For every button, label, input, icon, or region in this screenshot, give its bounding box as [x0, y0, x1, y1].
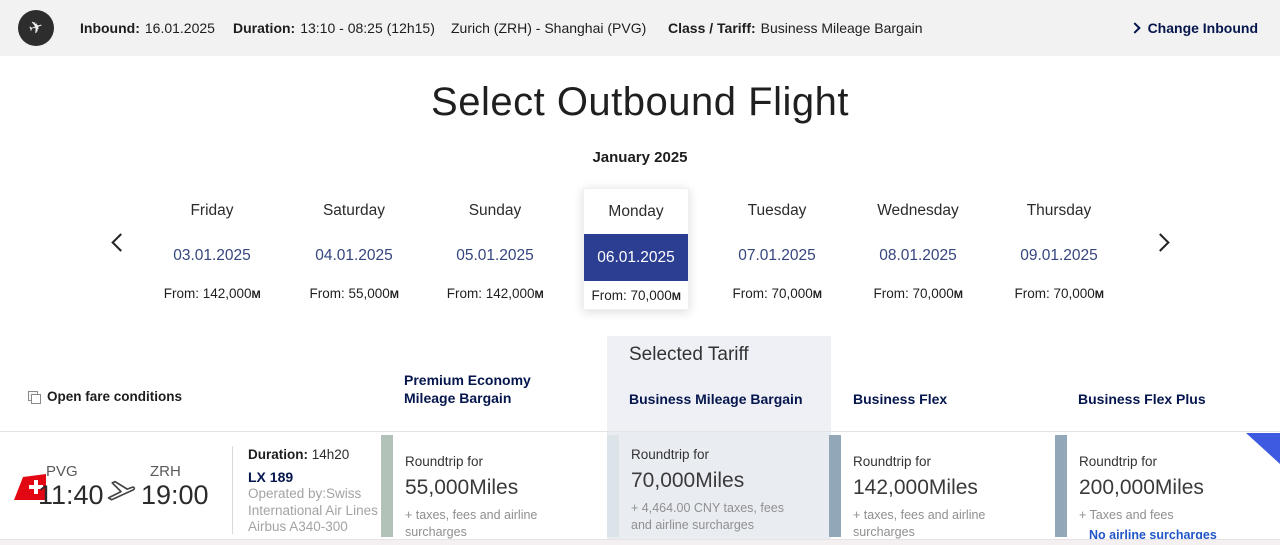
- aircraft-type: Airbus A340-300: [248, 519, 348, 534]
- offer-premium-economy-mileage-bargain[interactable]: Roundtrip for 55,000Miles + taxes, fees …: [381, 432, 605, 539]
- inbound-summary-bar: ✈ Inbound: 16.01.2025 Duration: 13:10 - …: [0, 0, 1280, 56]
- miles-symbol: M: [389, 289, 399, 301]
- selected-tariff-panel: [607, 336, 831, 432]
- no-airline-surcharges-link[interactable]: No airline surcharges: [1089, 528, 1217, 542]
- fare-accent-strip: [1055, 435, 1067, 537]
- carousel-next-button[interactable]: [1148, 230, 1173, 260]
- selected-tariff-label: Selected Tariff: [629, 344, 749, 365]
- offer-miles-price: 142,000Miles: [853, 476, 978, 499]
- operated-by-line2: International Air Lines: [248, 502, 378, 518]
- inbound-date: Inbound: 16.01.2025: [80, 0, 215, 56]
- column-header-premium-economy-mileage-bargain: Premium Economy Mileage Bargain: [404, 372, 531, 406]
- offer-corner-ribbon: [1246, 433, 1280, 464]
- day-card-saturday[interactable]: Saturday 04.01.2025 From: 55,000M: [309, 202, 399, 301]
- chevron-right-icon: [1151, 233, 1170, 252]
- class-tariff-value: Business Mileage Bargain: [760, 20, 923, 36]
- miles-symbol: M: [812, 289, 822, 301]
- offer-miles-price: 200,000Miles: [1079, 476, 1204, 499]
- miles-symbol: M: [251, 289, 261, 301]
- offer-miles-price: 70,000Miles: [631, 469, 745, 492]
- inbound-class-tariff: Class / Tariff: Business Mileage Bargain: [668, 0, 923, 56]
- chevron-right-icon: [1128, 22, 1141, 34]
- inbound-value: 16.01.2025: [144, 20, 215, 36]
- day-card-sunday[interactable]: Sunday 05.01.2025 From: 142,000M: [446, 202, 544, 301]
- day-card-friday[interactable]: Friday 03.01.2025 From: 142,000M: [163, 202, 261, 301]
- miles-symbol: M: [1094, 289, 1104, 301]
- change-inbound-button[interactable]: Change Inbound: [1128, 0, 1258, 56]
- month-label: January 2025: [592, 149, 688, 166]
- flight-duration: Duration: 14h20: [248, 447, 350, 462]
- miles-symbol: M: [534, 289, 544, 301]
- flight-details: Duration: 14h20 LX 189 Operated by:Swiss…: [248, 447, 398, 536]
- departure-time: 11:40: [38, 480, 104, 510]
- open-fare-conditions-link[interactable]: Open fare conditions: [28, 389, 182, 404]
- page-title: Select Outbound Flight: [431, 80, 849, 124]
- airline-logo-badge: ✈: [18, 10, 54, 46]
- miles-symbol: M: [671, 291, 681, 303]
- day-card-thursday[interactable]: Thursday 09.01.2025 From: 70,000M: [1014, 202, 1104, 301]
- arrival-time: 19:00: [141, 480, 209, 510]
- offer-miles-price: 55,000Miles: [405, 476, 519, 499]
- carousel-prev-button[interactable]: [108, 230, 133, 260]
- day-card-tuesday[interactable]: Tuesday 07.01.2025 From: 70,000M: [732, 202, 822, 301]
- class-tariff-label: Class / Tariff:: [668, 20, 756, 36]
- day-card-wednesday[interactable]: Wednesday 08.01.2025 From: 70,000M: [873, 202, 963, 301]
- duration-label: Duration:: [233, 20, 296, 36]
- operated-by-line1: Operated by:Swiss: [248, 486, 362, 501]
- swiss-airline-tail-logo: [14, 474, 46, 500]
- fare-accent-strip: [381, 435, 393, 537]
- open-window-icon: [28, 390, 41, 404]
- column-header-business-mileage-bargain: Business Mileage Bargain: [629, 391, 803, 407]
- offer-business-flex[interactable]: Roundtrip for 142,000Miles + taxes, fees…: [829, 432, 1053, 539]
- column-header-business-flex-plus: Business Flex Plus: [1078, 391, 1206, 407]
- inbound-label: Inbound:: [80, 20, 140, 36]
- chevron-left-icon: [111, 233, 130, 252]
- row-bottom-edge: [0, 539, 1280, 545]
- duration-value: 13:10 - 08:25 (12h15): [300, 20, 435, 36]
- miles-symbol: M: [953, 289, 963, 301]
- flight-number: LX 189: [248, 468, 294, 485]
- day-card-monday-selected[interactable]: Monday 06.01.2025 From: 70,000M: [583, 188, 689, 310]
- selected-date-band: 06.01.2025: [584, 234, 688, 281]
- offer-business-flex-plus[interactable]: Roundtrip for 200,000Miles + Taxes and f…: [1055, 432, 1280, 542]
- fare-accent-strip: [607, 435, 619, 537]
- plane-logo-icon: ✈: [26, 16, 46, 39]
- destination-airport-code: ZRH: [150, 463, 181, 480]
- origin-airport-code: PVG: [46, 463, 78, 480]
- inbound-duration: Duration: 13:10 - 08:25 (12h15): [233, 0, 435, 56]
- column-header-business-flex: Business Flex: [853, 391, 948, 407]
- plane-route-icon: [107, 480, 136, 501]
- row-divider: [0, 431, 1280, 432]
- inbound-route: Zurich (ZRH) - Shanghai (PVG): [451, 20, 647, 36]
- flight-details-divider: [232, 446, 233, 534]
- fare-accent-strip: [829, 435, 841, 537]
- offer-business-mileage-bargain-selected[interactable]: Roundtrip for 70,000Miles + 4,464.00 CNY…: [607, 432, 831, 539]
